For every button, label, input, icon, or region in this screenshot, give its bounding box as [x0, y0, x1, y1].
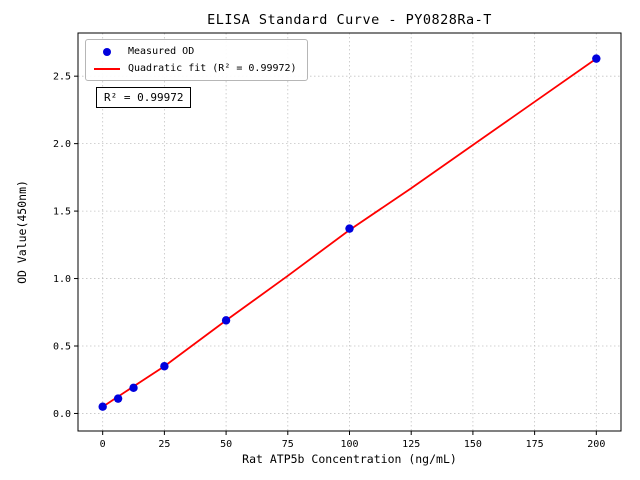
- x-tick-label: 0: [100, 439, 106, 450]
- legend-dot-icon: [103, 47, 111, 56]
- x-tick-label: 175: [526, 439, 544, 450]
- chart-title: ELISA Standard Curve - PY0828Ra-T: [207, 12, 492, 28]
- x-tick-label: 125: [402, 439, 420, 450]
- data-point: [345, 224, 354, 233]
- y-tick-label: 1.0: [53, 274, 71, 285]
- r-squared-annotation: R² = 0.99972: [96, 87, 192, 108]
- data-point: [160, 362, 169, 371]
- x-axis-label: Rat ATP5b Concentration (ng/mL): [242, 452, 457, 466]
- y-tick-label: 0.0: [53, 409, 71, 420]
- x-tick-label: 100: [340, 439, 358, 450]
- data-point: [113, 394, 123, 403]
- legend-item-measured-od: Measured OD: [94, 45, 297, 58]
- x-tick-label: 75: [282, 439, 294, 450]
- data-point: [592, 54, 601, 63]
- data-point: [221, 316, 231, 325]
- legend: Measured OD Quadratic fit (R² = 0.99972): [85, 39, 308, 81]
- x-tick-label: 150: [464, 439, 482, 450]
- legend-item-label: Measured OD: [128, 46, 195, 57]
- x-tick-label: 50: [220, 439, 232, 450]
- y-tick-label: 2.5: [53, 72, 71, 83]
- legend-item-quadratic-fit: Quadratic fit (R² = 0.99972): [94, 62, 297, 75]
- data-point: [98, 402, 107, 411]
- y-tick-label: 0.5: [53, 342, 71, 353]
- x-tick-label: 25: [158, 439, 170, 450]
- data-point: [129, 383, 138, 393]
- legend-line-icon: [94, 67, 120, 70]
- y-tick-label: 1.5: [53, 207, 71, 218]
- x-tick-label: 200: [587, 439, 605, 450]
- y-tick-label: 2.0: [53, 139, 71, 150]
- y-axis-label: OD Value(450nm): [15, 180, 29, 284]
- legend-item-label: Quadratic fit (R² = 0.99972): [128, 63, 297, 74]
